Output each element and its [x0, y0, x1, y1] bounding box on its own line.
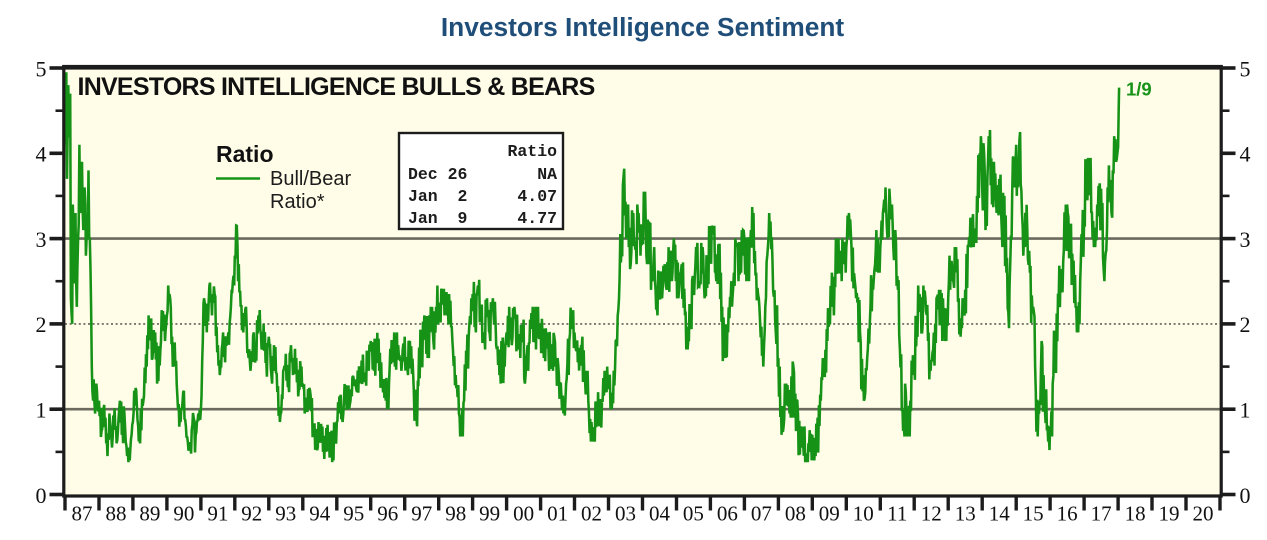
svg-text:91: 91: [207, 502, 228, 526]
svg-text:0: 0: [36, 483, 47, 508]
svg-text:14: 14: [989, 502, 1011, 526]
svg-text:1/9: 1/9: [1126, 79, 1152, 100]
svg-text:92: 92: [241, 502, 262, 526]
svg-text:4: 4: [36, 142, 47, 167]
svg-text:Jan 2: Jan 2: [408, 187, 467, 206]
svg-text:12: 12: [921, 502, 942, 526]
svg-text:02: 02: [581, 502, 602, 526]
svg-text:87: 87: [72, 502, 93, 526]
svg-text:4: 4: [1240, 142, 1251, 167]
svg-text:Dec 26: Dec 26: [408, 165, 467, 184]
svg-text:08: 08: [785, 502, 806, 526]
svg-text:20: 20: [1193, 502, 1214, 526]
svg-text:89: 89: [139, 502, 160, 526]
svg-text:96: 96: [377, 502, 398, 526]
svg-text:93: 93: [275, 502, 296, 526]
svg-text:04: 04: [649, 502, 671, 526]
svg-text:Ratio: Ratio: [216, 141, 274, 167]
svg-text:4.07: 4.07: [517, 187, 557, 206]
svg-text:3: 3: [1240, 227, 1251, 252]
svg-text:INVESTORS INTELLIGENCE BULLS &: INVESTORS INTELLIGENCE BULLS & BEARS: [78, 73, 595, 101]
svg-text:17: 17: [1091, 502, 1112, 526]
svg-text:00: 00: [513, 502, 534, 526]
svg-text:94: 94: [309, 502, 331, 526]
svg-text:13: 13: [955, 502, 976, 526]
svg-text:07: 07: [751, 502, 772, 526]
svg-text:18: 18: [1125, 502, 1146, 526]
svg-text:15: 15: [1023, 502, 1044, 526]
svg-text:Bull/Bear: Bull/Bear: [270, 168, 351, 190]
svg-text:NA: NA: [537, 165, 557, 184]
svg-text:95: 95: [343, 502, 364, 526]
svg-text:01: 01: [547, 502, 568, 526]
svg-text:Ratio*: Ratio*: [270, 191, 325, 213]
svg-text:05: 05: [683, 502, 704, 526]
svg-text:Jan 9: Jan 9: [408, 209, 467, 228]
svg-text:5: 5: [1240, 56, 1251, 81]
svg-text:10: 10: [853, 502, 874, 526]
svg-text:2: 2: [36, 312, 47, 337]
svg-text:19: 19: [1159, 502, 1180, 526]
svg-text:03: 03: [615, 502, 636, 526]
svg-text:3: 3: [36, 227, 47, 252]
svg-text:5: 5: [36, 56, 47, 81]
svg-text:06: 06: [717, 502, 738, 526]
svg-text:99: 99: [479, 502, 500, 526]
svg-text:88: 88: [106, 502, 127, 526]
svg-text:90: 90: [173, 502, 194, 526]
svg-text:4.77: 4.77: [517, 209, 557, 228]
svg-text:0: 0: [1240, 483, 1251, 508]
svg-text:09: 09: [819, 502, 840, 526]
svg-text:11: 11: [887, 502, 907, 526]
svg-text:2: 2: [1240, 312, 1251, 337]
svg-text:97: 97: [411, 502, 432, 526]
svg-text:16: 16: [1057, 502, 1078, 526]
svg-text:Ratio: Ratio: [507, 142, 557, 161]
svg-text:98: 98: [445, 502, 466, 526]
svg-text:1: 1: [1240, 398, 1251, 423]
svg-text:1: 1: [36, 398, 47, 423]
